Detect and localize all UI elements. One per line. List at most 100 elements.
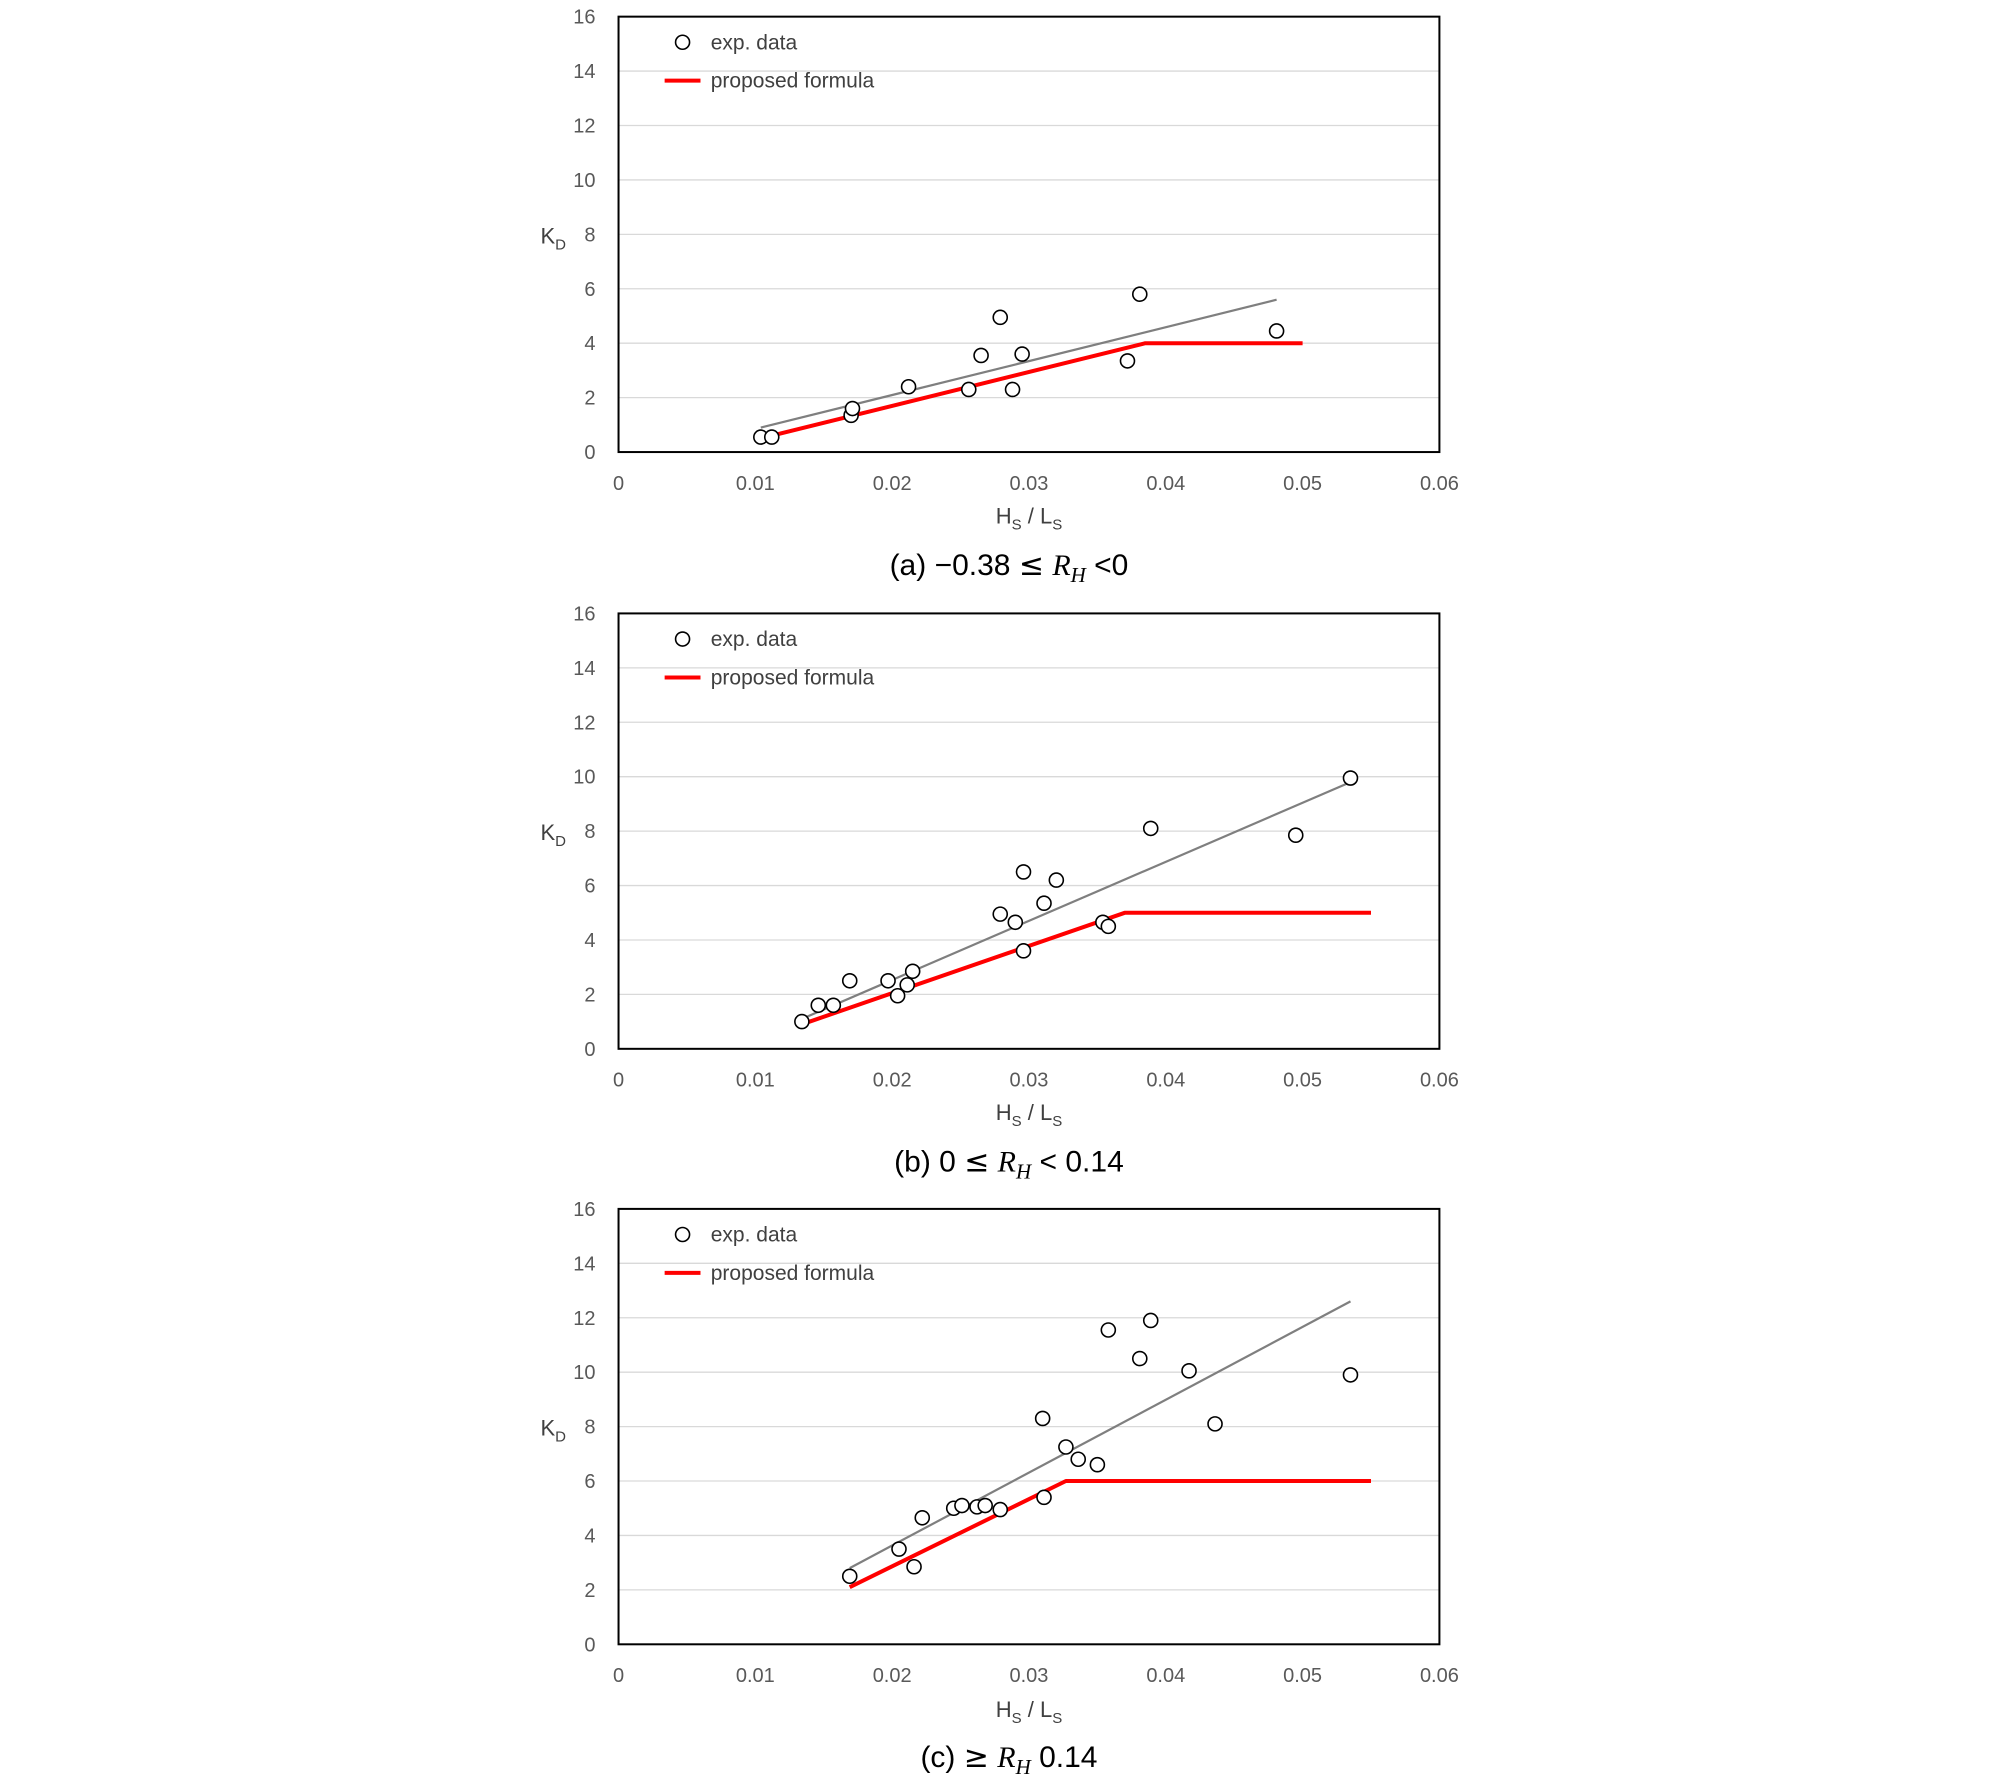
legend-label-exp-data: exp. data (711, 1224, 798, 1247)
x-tick-label: 0.02 (873, 1070, 912, 1092)
y-tick-label: 16 (573, 603, 595, 625)
data-point (1342, 770, 1359, 786)
chart-panel-b: 0 2 4 6 8 10 12 14 16 0 0.01 0.02 0.03 0.04 0.05 0.06 KD… (540, 603, 1458, 1183)
data-point (1036, 1489, 1052, 1506)
caption-label: (c) (920, 1741, 963, 1774)
data-point (841, 1568, 858, 1585)
legend-marker-exp-data (674, 34, 691, 51)
caption-upper-bound: 0.14 (1039, 1741, 1097, 1774)
data-point (825, 997, 842, 1014)
x-tick-label: 0.03 (1010, 1665, 1049, 1687)
data-point (904, 963, 921, 980)
y-axis-label: KD (540, 820, 566, 850)
x-axis-label-main-2: L (1040, 1100, 1052, 1125)
caption-variable: R (996, 1741, 1015, 1774)
x-axis-label-sub-2: S (1052, 1710, 1062, 1727)
data-point (977, 1497, 993, 1514)
y-tick-label: 12 (573, 712, 595, 734)
panel-caption: (c) ≥ RH 0.14 (920, 1740, 1097, 1779)
x-axis-label-sep: / (1022, 503, 1040, 528)
caption-lower-bound: −0.38 (935, 549, 1011, 582)
y-tick-label: 10 (573, 767, 595, 789)
plot-area-frame (617, 612, 1441, 1050)
data-point (1058, 1439, 1074, 1455)
y-tick-label: 0 (584, 1634, 595, 1656)
caption-space (956, 1146, 964, 1179)
data-point (844, 400, 861, 417)
caption-space (1031, 1146, 1039, 1179)
data-point (992, 309, 1009, 326)
y-tick-label: 2 (584, 388, 595, 410)
y-tick-label: 10 (573, 170, 595, 192)
y-tick-label: 8 (584, 821, 595, 843)
proposed-formula-line (801, 910, 1371, 1027)
legend-label-exp-data: exp. data (711, 31, 798, 54)
legend-marker-exp-data (674, 1226, 691, 1243)
y-tick-label: 14 (573, 61, 595, 83)
x-axis-label-main-1: H (996, 1100, 1012, 1125)
y-tick-label: 2 (584, 984, 595, 1006)
y-tick-label: 4 (584, 930, 595, 952)
x-tick-label: 0 (613, 473, 624, 495)
y-tick-label: 0 (584, 1039, 595, 1061)
proposed-formula-line (760, 341, 1303, 441)
caption-label: (b) (894, 1146, 939, 1179)
caption-variable-sub: H (1015, 1160, 1033, 1184)
x-axis-label-main-1: H (996, 1697, 1012, 1722)
y-tick-label: 16 (573, 1199, 595, 1221)
x-tick-label: 0.01 (736, 1665, 775, 1687)
data-point (973, 347, 989, 364)
caption-space (989, 1741, 997, 1774)
x-axis-label-sub-1: S (1012, 516, 1022, 533)
x-tick-label: 0 (613, 1070, 624, 1092)
x-tick-label: 0.04 (1146, 1665, 1185, 1687)
x-tick-label: 0.01 (736, 473, 775, 495)
data-point (1181, 1363, 1197, 1379)
legend-label-proposed-formula: proposed formula (711, 70, 875, 93)
caption-relation: ≤ (1019, 548, 1044, 583)
data-point (1048, 872, 1065, 888)
data-point (992, 1501, 1009, 1518)
data-point (960, 381, 977, 398)
y-axis-label: KD (540, 1416, 566, 1446)
x-tick-label: 0 (613, 1665, 624, 1687)
data-point (1004, 381, 1021, 398)
data-point (763, 429, 780, 445)
y-tick-label: 12 (573, 116, 595, 138)
caption-space (989, 1146, 997, 1179)
data-point (914, 1509, 931, 1526)
caption-lower-bound: 0 (939, 1146, 956, 1179)
data-point (1036, 895, 1052, 912)
y-tick-label: 14 (573, 658, 595, 680)
legend-marker-exp-data (674, 631, 691, 647)
data-point (992, 906, 1009, 922)
x-tick-label: 0.03 (1010, 1070, 1049, 1092)
x-axis-label: HS / LS (996, 1697, 1063, 1727)
caption-variable-sub: H (1070, 563, 1088, 587)
x-axis-label: HS / LS (996, 503, 1063, 533)
caption-upper-bound: < 0.14 (1040, 1146, 1124, 1179)
data-point (1100, 918, 1117, 935)
caption-space (1044, 549, 1052, 582)
panel-caption: (a) −0.38 ≤ RH <0 (890, 548, 1129, 587)
data-point (810, 997, 827, 1014)
x-tick-label: 0.03 (1010, 473, 1049, 495)
data-point (1119, 353, 1136, 369)
x-tick-label: 0.06 (1420, 473, 1459, 495)
data-point (1015, 943, 1032, 959)
data-point (1207, 1416, 1223, 1432)
chart-panel-c: 0 2 4 6 8 10 12 14 16 0 0.01 0.02 0.03 0.04 0.05 0.06 KD… (540, 1199, 1458, 1779)
data-point (1070, 1451, 1087, 1468)
y-axis-label-main: K (540, 1416, 555, 1441)
y-axis-label-sub: D (555, 1429, 566, 1446)
caption-space (1010, 549, 1018, 582)
chart-panel-a: 0 2 4 6 8 10 12 14 16 0 0.01 0.02 0.03 0.04 0.05 0.06 KD… (540, 7, 1458, 587)
data-point (1131, 286, 1148, 303)
caption-variable-sub: H (1015, 1755, 1033, 1779)
x-axis-label-main-2: L (1040, 1697, 1052, 1722)
data-point (1131, 1350, 1148, 1367)
y-axis-label-main: K (540, 820, 555, 845)
y-axis-label-main: K (540, 223, 555, 248)
y-tick-label: 4 (584, 1525, 595, 1547)
x-tick-label: 0.06 (1420, 1665, 1459, 1687)
